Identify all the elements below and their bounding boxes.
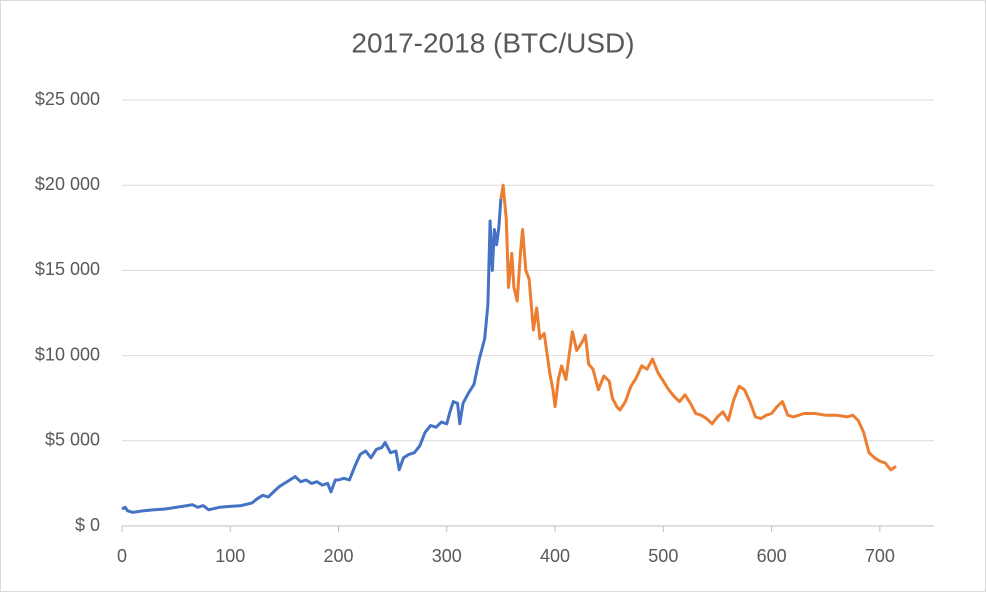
y-tick-label: $5 000	[45, 430, 100, 450]
x-tick-label: 100	[215, 546, 245, 566]
series-line	[121, 198, 503, 514]
x-tick-label: 500	[648, 546, 678, 566]
y-tick-label: $20 000	[35, 174, 100, 194]
x-tick-label: 600	[757, 546, 787, 566]
x-tick-label: 0	[117, 546, 127, 566]
x-tick-label: 300	[432, 546, 462, 566]
x-tick-label: 700	[865, 546, 895, 566]
series-line	[499, 183, 897, 472]
chart-title: 2017-2018 (BTC/USD)	[351, 27, 634, 58]
x-tick-label: 400	[540, 546, 570, 566]
y-tick-label: $ 0	[75, 515, 100, 535]
y-tick-label: $15 000	[35, 259, 100, 279]
y-tick-label: $25 000	[35, 89, 100, 109]
y-tick-label: $10 000	[35, 344, 100, 364]
x-tick-label: 200	[324, 546, 354, 566]
